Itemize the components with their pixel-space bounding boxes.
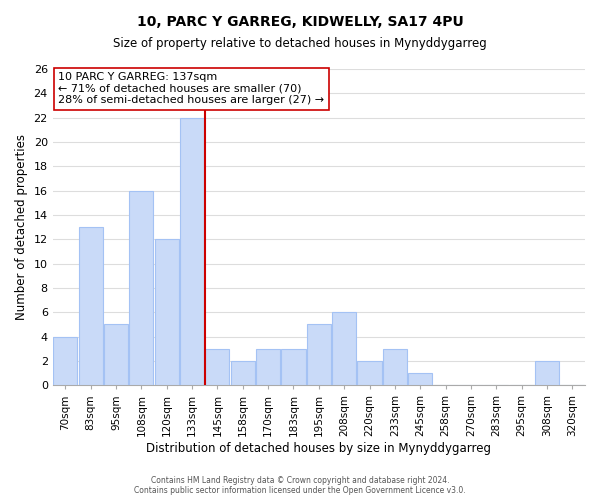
Text: 10 PARC Y GARREG: 137sqm
← 71% of detached houses are smaller (70)
28% of semi-d: 10 PARC Y GARREG: 137sqm ← 71% of detach… (58, 72, 324, 106)
Bar (79, 227, 103, 386)
Bar (155, 240, 179, 386)
Bar (231, 361, 255, 386)
Bar (256, 349, 280, 386)
Bar (383, 349, 407, 386)
Bar (130, 190, 154, 386)
Bar (307, 324, 331, 386)
Y-axis label: Number of detached properties: Number of detached properties (15, 134, 28, 320)
Text: Size of property relative to detached houses in Mynyddygarreg: Size of property relative to detached ho… (113, 38, 487, 51)
Bar (332, 312, 356, 386)
Bar (180, 118, 204, 386)
Bar (408, 373, 432, 386)
Bar (358, 361, 382, 386)
X-axis label: Distribution of detached houses by size in Mynyddygarreg: Distribution of detached houses by size … (146, 442, 491, 455)
Bar (205, 349, 229, 386)
Bar (281, 349, 305, 386)
Text: 10, PARC Y GARREG, KIDWELLY, SA17 4PU: 10, PARC Y GARREG, KIDWELLY, SA17 4PU (137, 15, 463, 29)
Text: Contains HM Land Registry data © Crown copyright and database right 2024.
Contai: Contains HM Land Registry data © Crown c… (134, 476, 466, 495)
Bar (535, 361, 559, 386)
Bar (104, 324, 128, 386)
Bar (53, 336, 77, 386)
